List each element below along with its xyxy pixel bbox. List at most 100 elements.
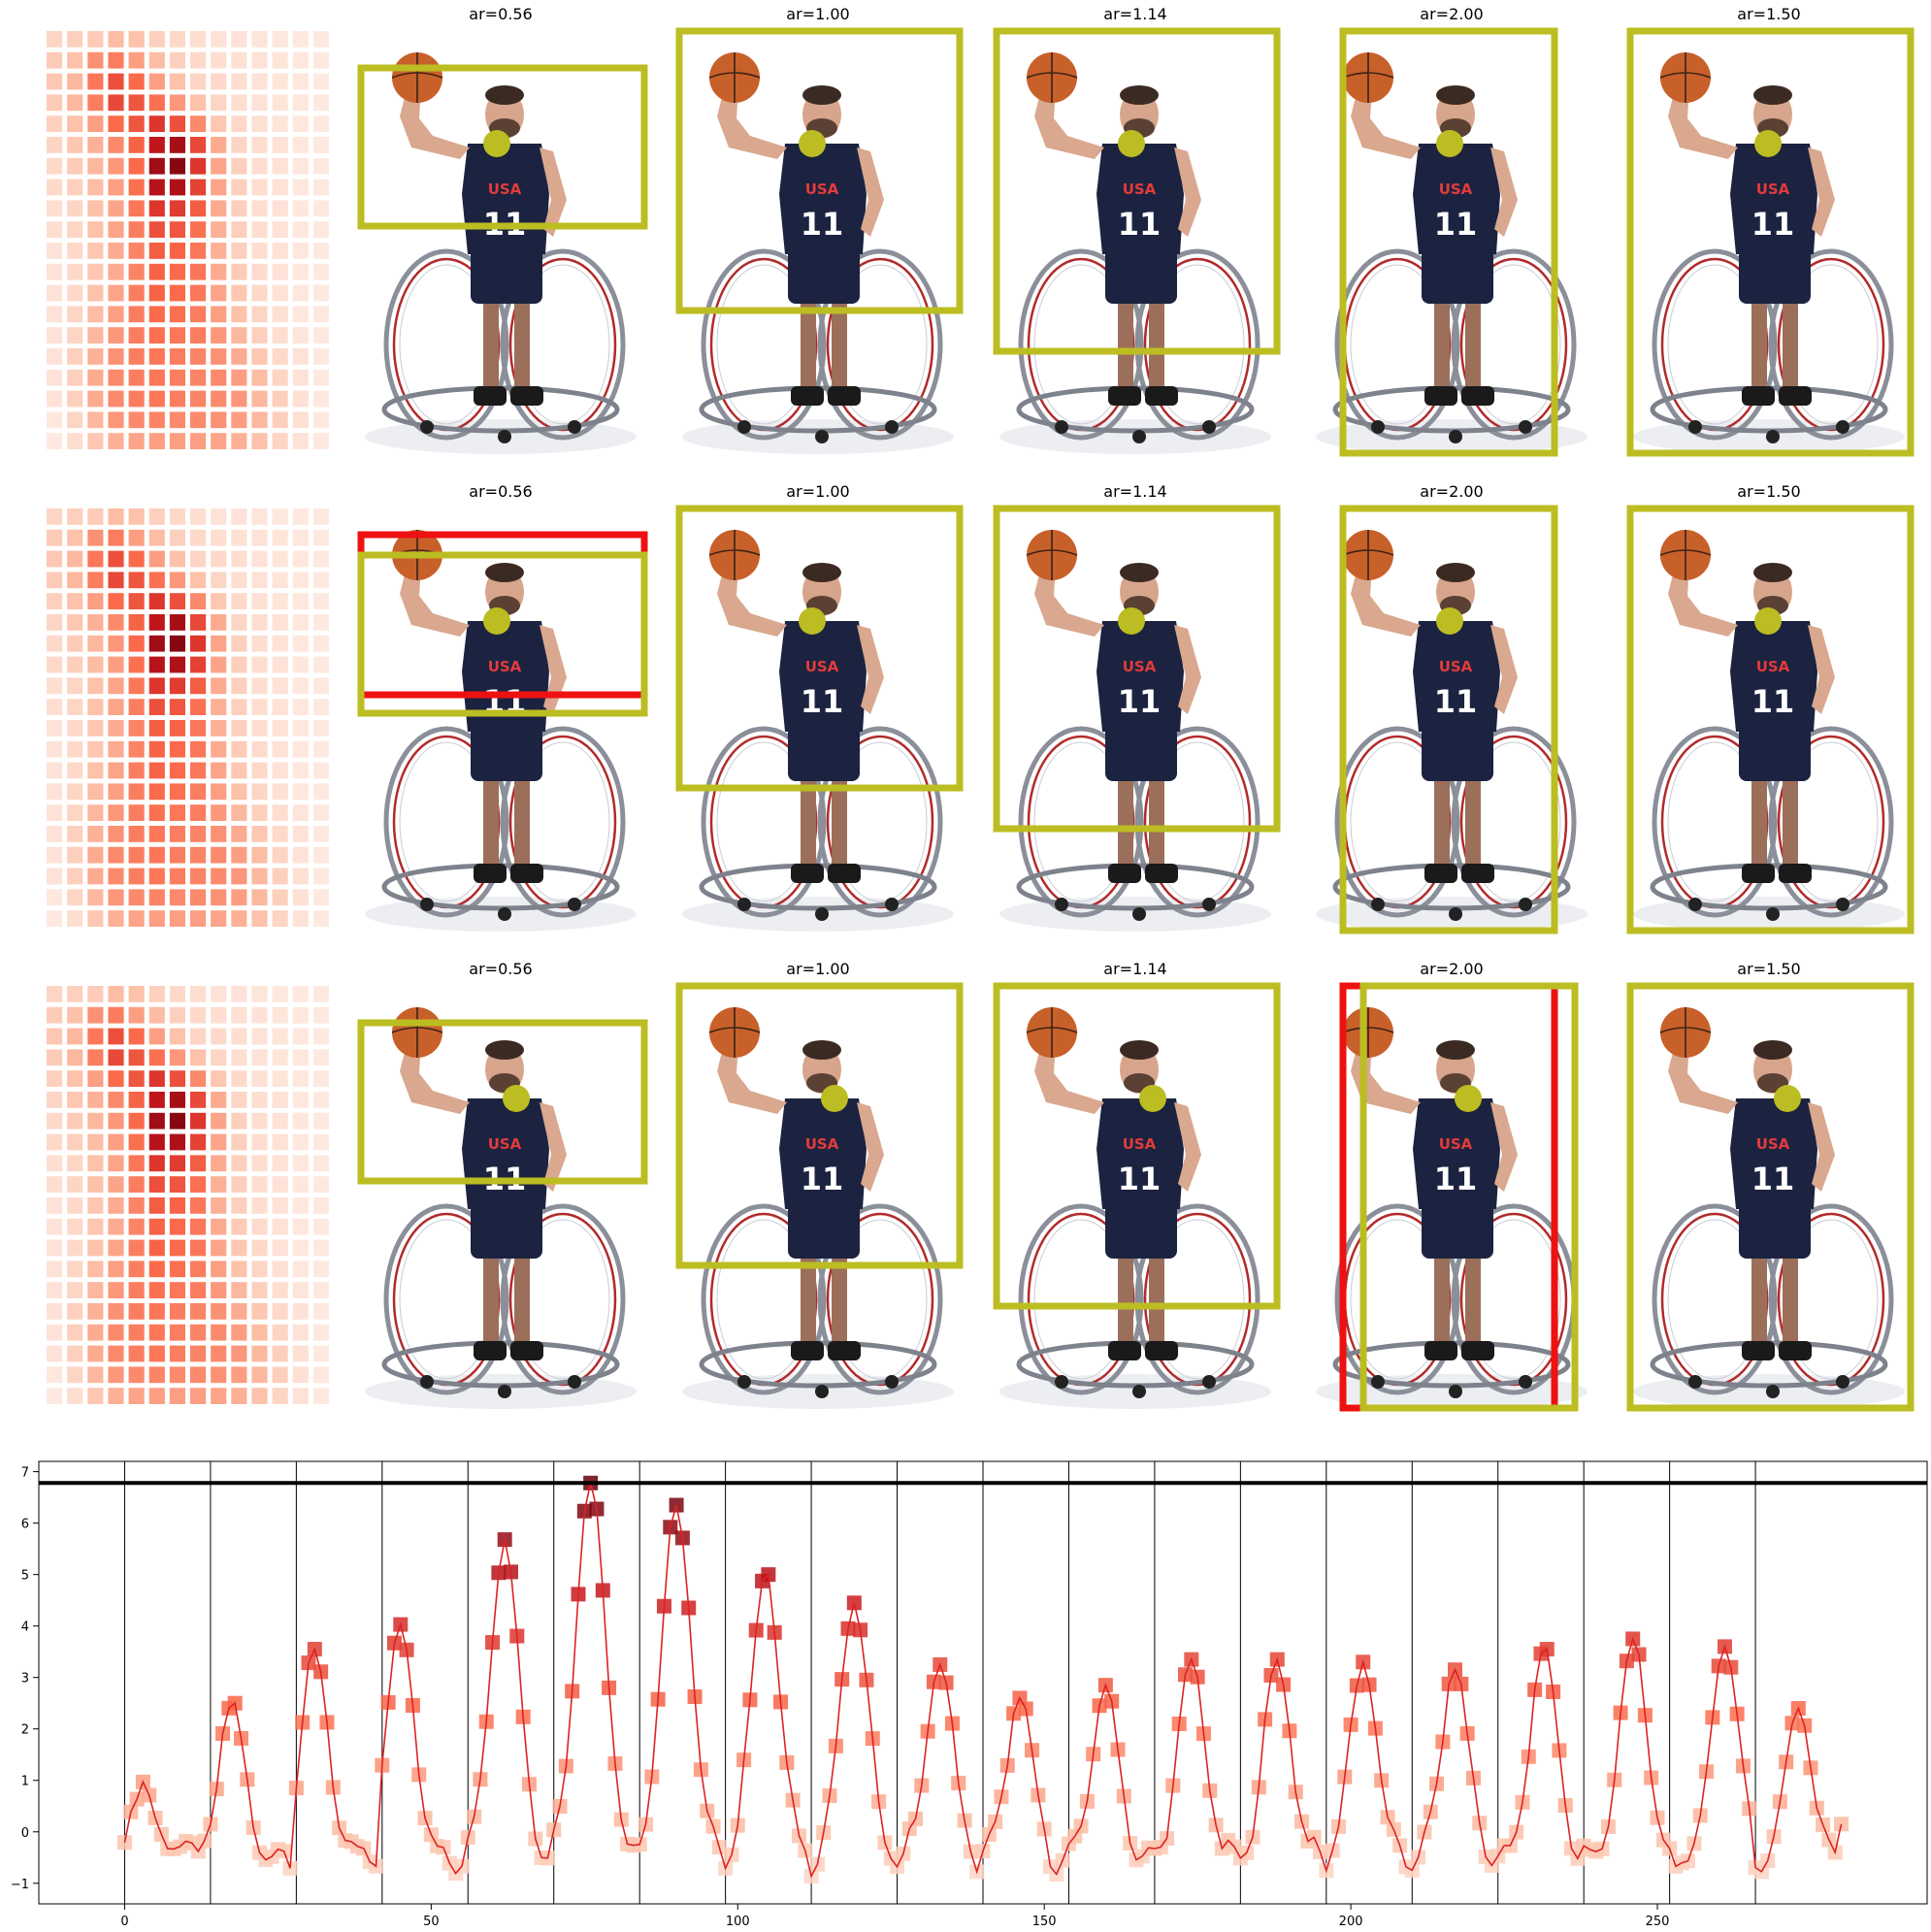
leg: [483, 1236, 499, 1343]
heatmap-cell: [292, 73, 309, 90]
heatmap-cell: [67, 1112, 83, 1130]
shoe: [1779, 1341, 1812, 1360]
heatmap-cell: [272, 1345, 288, 1362]
heatmap-cell: [272, 740, 288, 758]
heatmap-cell: [272, 1282, 288, 1298]
heatmap-cell: [292, 1092, 309, 1108]
image-row: USA11ar=0.56USA11ar=1.00USA11ar=1.14USA1…: [47, 482, 1915, 934]
heatmap-cell: [87, 1261, 104, 1278]
heatmap-cell: [251, 826, 268, 842]
heatmap-cell: [251, 94, 268, 112]
panel-title: ar=1.14: [1103, 960, 1166, 978]
attention-heatmap: [47, 31, 329, 449]
heatmap-cell: [67, 327, 83, 344]
heatmap-cell: [231, 1049, 247, 1066]
panel-title: ar=1.50: [1737, 5, 1800, 23]
shoe: [474, 864, 507, 883]
heatmap-cell: [272, 1303, 288, 1320]
leg: [1783, 1236, 1798, 1343]
jersey-text: USA: [1756, 1135, 1790, 1153]
heatmap-cell: [148, 243, 165, 259]
heatmap-cell: [108, 31, 124, 48]
heatmap-cell: [108, 433, 124, 449]
crop-box: [1626, 27, 1915, 457]
heatmap-cell: [292, 677, 309, 695]
heatmap-cell: [272, 804, 288, 821]
heatmap-cell: [272, 614, 288, 631]
arm-right: [1808, 147, 1835, 237]
heatmap-cell: [251, 1006, 268, 1024]
heatmap-cell: [148, 327, 165, 344]
jersey-text: USA: [488, 1135, 522, 1153]
heatmap-cell: [47, 804, 63, 821]
heatmap-cell: [47, 327, 63, 344]
heatmap-cell: [47, 1197, 63, 1214]
wheel: [1652, 248, 1778, 441]
jersey-number: 11: [1434, 683, 1478, 720]
heatmap-cell: [87, 1176, 104, 1193]
heatmap-cell: [87, 529, 104, 546]
heatmap-cell: [190, 635, 207, 652]
crop-box: [1339, 27, 1558, 457]
heatmap-cell: [231, 306, 247, 323]
heatmap-cell: [108, 1176, 124, 1193]
leg: [514, 1236, 530, 1343]
heatmap-cell: [251, 677, 268, 695]
leg: [1783, 281, 1798, 388]
heatmap-cell: [148, 910, 165, 927]
heatmap-cell: [67, 699, 83, 715]
wheel: [1451, 726, 1577, 918]
heatmap-cell: [190, 327, 207, 344]
heatmap-cell: [251, 635, 268, 652]
heatmap-cell: [47, 179, 63, 196]
caster: [1449, 430, 1462, 443]
heatmap-cell: [47, 783, 63, 801]
shoe: [791, 1341, 824, 1360]
heatmap-cell: [312, 508, 329, 525]
heatmap-cell: [128, 677, 145, 695]
heatmap-cell: [128, 306, 145, 323]
heatmap-cell: [128, 614, 145, 631]
heatmap-cell: [67, 1092, 83, 1108]
heatmap-cell: [108, 740, 124, 758]
heatmap-cell: [231, 1155, 247, 1172]
heatmap-cell: [67, 157, 83, 175]
heatmap-cell: [67, 1133, 83, 1151]
heatmap-cell: [169, 200, 185, 217]
heatmap-cell: [47, 200, 63, 217]
heatmap-cell: [312, 910, 329, 927]
heatmap-cell: [87, 306, 104, 323]
crop-box: [993, 982, 1281, 1310]
heatmap-cell: [108, 51, 124, 69]
heatmap-cell: [251, 200, 268, 217]
heatmap-cell: [47, 243, 63, 259]
heatmap-cell: [231, 593, 247, 609]
heatmap-cell: [211, 826, 227, 842]
heatmap-cell: [251, 783, 268, 801]
heatmap-cell: [272, 243, 288, 259]
heatmap-cell: [128, 868, 145, 885]
heatmap-cell: [108, 614, 124, 631]
jersey-number: 11: [1118, 683, 1162, 720]
heatmap-cell: [312, 157, 329, 175]
heatmap-cell: [231, 1197, 247, 1214]
jersey-number: 11: [1751, 683, 1795, 720]
heatmap-cell: [272, 656, 288, 673]
crop-box: [1339, 505, 1558, 934]
heatmap-cell: [272, 868, 288, 885]
heatmap-cell: [87, 846, 104, 864]
image-row: USA11ar=0.56USA11ar=1.00USA11ar=1.14USA1…: [47, 960, 1915, 1412]
jersey: [1730, 144, 1817, 254]
heatmap-cell: [128, 1133, 145, 1151]
jersey: [779, 621, 867, 732]
heatmap-cell: [211, 284, 227, 302]
heatmap-cell: [251, 1028, 268, 1045]
heatmap-cell: [211, 1324, 227, 1341]
heatmap-cell: [231, 243, 247, 259]
heatmap-cell: [128, 1282, 145, 1298]
heatmap-cell: [148, 51, 165, 69]
heatmap-cell: [108, 263, 124, 280]
center-point: [1118, 130, 1145, 157]
heatmap-cell: [292, 263, 309, 280]
